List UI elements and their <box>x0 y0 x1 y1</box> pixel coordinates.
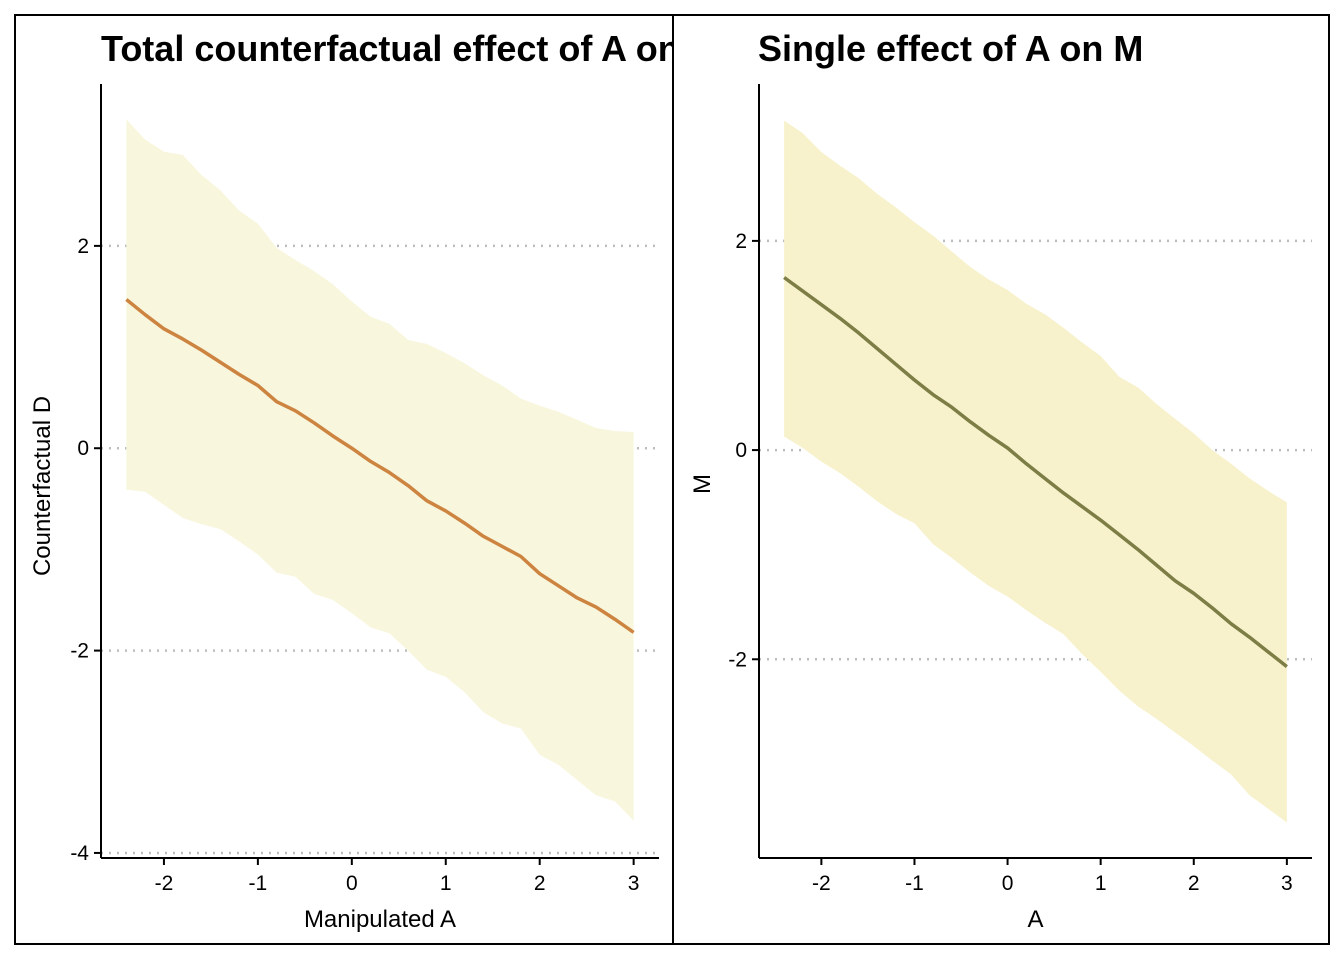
x-tick-label-2: 0 <box>346 872 358 895</box>
x-tick-label-5: 3 <box>1281 872 1293 895</box>
y-axis-label: M <box>689 474 716 494</box>
chart-right: -2 -1 0 1 2 3 -2 0 2 Single effect of A on M A M <box>689 28 1312 933</box>
x-tick-label-2: 0 <box>1002 872 1014 895</box>
y-tick-label-1: -2 <box>70 640 89 663</box>
x-tick-label-0: -2 <box>812 872 831 895</box>
chart-panel-right: -2 -1 0 1 2 3 -2 0 2 Single effect of A on M A M <box>672 14 1330 945</box>
x-tick-label-3: 1 <box>1095 872 1107 895</box>
x-axis-label: Manipulated A <box>304 906 456 933</box>
x-tick-label-1: -1 <box>905 872 924 895</box>
mean-line <box>783 276 1288 668</box>
y-tick-label-2: 0 <box>77 437 89 460</box>
y-tick-label-0: -2 <box>728 648 747 671</box>
mean-line <box>125 298 635 634</box>
chart-panel-left: -2 -1 0 1 2 3 -4 -2 0 2 Total counterfactual effec… <box>14 14 676 945</box>
x-tick-label-5: 3 <box>628 872 640 895</box>
y-tick-label-0: -4 <box>70 842 89 865</box>
confidence-band <box>126 119 634 821</box>
x-tick-label-3: 1 <box>440 872 452 895</box>
y-tick-label-3: 2 <box>77 235 89 258</box>
chart-title: Single effect of A on M <box>758 28 1143 69</box>
x-tick-label-1: -1 <box>249 872 268 895</box>
chart-left: -2 -1 0 1 2 3 -4 -2 0 2 Total counterfactual effec… <box>29 28 676 933</box>
x-tick-label-4: 2 <box>534 872 546 895</box>
y-tick-label-1: 0 <box>735 439 747 462</box>
y-axis-label: Counterfactual D <box>29 396 56 576</box>
x-axis-label: A <box>1027 906 1043 933</box>
x-tick-label-0: -2 <box>155 872 174 895</box>
x-tick-label-4: 2 <box>1188 872 1200 895</box>
chart-title: Total counterfactual effect of A on D <box>101 28 676 69</box>
y-tick-label-2: 2 <box>735 230 747 253</box>
